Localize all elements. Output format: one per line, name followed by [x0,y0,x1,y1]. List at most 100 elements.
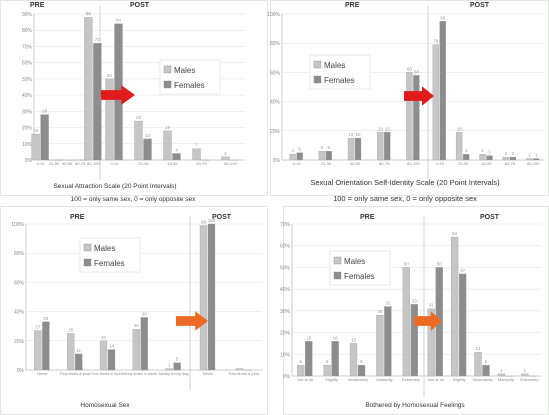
value-label: 19 [378,126,384,131]
category-label: 40-59 [167,161,178,166]
post-heading: POST [480,214,500,221]
value-label: 100 [208,218,216,223]
value-label: 3 [488,150,491,155]
category-label: 0-19 [436,161,445,166]
category-label: Slightly [325,377,338,382]
value-label: 2 [505,151,508,156]
bar-post-males-0 [427,308,435,377]
y-tick-label: 60% [14,280,25,286]
pre-to-post-arrow [414,311,442,331]
bar-pre-females-3 [140,317,148,371]
y-tick-label: 70% [280,222,291,228]
y-tick-label: 80% [14,251,25,257]
y-tick-label: 0% [283,374,291,380]
category-label: 80-100 [407,161,420,166]
value-label: 58 [414,69,420,74]
y-tick-label: 60% [270,70,281,76]
y-tick-label: 60% [22,61,33,67]
y-tick-label: 50% [22,77,33,83]
bar-pre-males-0 [297,364,305,377]
category-label: 40-59 [62,161,73,166]
category-label: 80-100 [87,161,100,166]
value-label: 5 [298,147,301,152]
category-label: 20-39 [49,161,60,166]
pre-to-post-arrow [404,86,434,106]
value-label: 18 [165,125,171,130]
bar-pre-males-0 [34,330,42,371]
y-tick-label: 0% [273,158,281,164]
category-label: Moderately [473,377,493,382]
chart-4: 0% 10% 20% 30% 40% 50% 60% 70% PRE POST 5 16 Not at … [280,206,549,415]
value-label: 28 [42,109,48,114]
value-label: 24 [136,115,142,120]
y-tick-label: 0% [25,158,33,164]
bar-post-males-4 [221,156,230,161]
category-label: 20-39 [458,161,469,166]
bar-pre-females-1 [75,353,83,371]
chart-caption: Bothered by Homosexual Feelings [365,402,465,409]
value-label: 28 [134,323,140,328]
value-label: 72 [95,37,101,42]
bar-post-males-4 [521,373,529,377]
value-label: 99 [201,219,207,224]
bar-pre-males-2 [349,343,358,377]
value-label: 2 [224,151,227,156]
value-label: 14 [109,344,115,349]
category-label: Markedly [498,377,514,382]
category-label: Few times a week [125,371,157,376]
legend-swatch-males [163,65,172,74]
legend-swatch-females [333,271,342,280]
category-label: 0-19 [293,161,302,166]
legend-label-females: Females [324,76,355,85]
legend-box [309,54,371,90]
value-label: 79 [433,39,439,44]
bar-pre-males-4 [402,267,410,377]
y-tick-label: 30% [280,309,291,315]
bar-pre-males-3 [377,132,384,161]
category-label: Extremely [402,377,420,382]
value-label: 5 [485,359,488,364]
value-label: 11 [476,346,481,351]
y-tick-label: 20% [280,331,291,337]
bar-pre-females-4 [413,75,420,161]
bar-post-males-1 [134,120,143,161]
category-label: Not at all [428,377,444,382]
category-label: Moderately [348,377,368,382]
bar-pre-females-0 [40,114,49,161]
post-heading: POST [212,214,232,221]
pre-heading: PRE [360,214,375,221]
category-label: 80-100 [224,161,237,166]
bar-post-males-0 [105,78,114,161]
value-label: 5 [360,359,363,364]
post-heading: POST [470,2,490,9]
pre-to-post-arrow [101,85,135,105]
value-label: 64 [452,231,458,236]
bar-pre-males-2 [347,137,355,161]
y-tick-label: 20% [22,126,33,132]
bar-pre-females-2 [354,137,362,161]
bar-post-females-0 [439,21,446,161]
chart-subcaption: 100 = only same sex, 0 = only opposite s… [333,194,477,203]
bar-pre-females-4 [173,362,181,371]
bar-pre-males-1 [323,364,331,377]
y-tick-label: 40% [14,310,25,316]
bar-post-males-4 [526,158,533,161]
legend-box [159,59,221,95]
bar-pre-females-0 [296,152,303,161]
value-label: 13 [145,133,151,138]
legend-label-males: Males [344,257,365,266]
legend-swatch-males [333,256,342,265]
category-label: Nearly every day [159,371,189,376]
bar-post-males-2 [474,351,482,377]
value-label: 84 [116,18,122,23]
bar-pre-males-2 [99,340,108,371]
category-label: 80-100 [527,161,540,166]
legend-label-females: Females [94,259,125,268]
y-tick-label: 50% [280,265,291,271]
chart-caption: Homosexual Sex [80,402,130,409]
value-label: 15 [351,337,357,342]
category-label: Few times a year [229,371,260,376]
category-label: 60-79 [505,161,516,166]
value-label: 36 [142,311,148,316]
